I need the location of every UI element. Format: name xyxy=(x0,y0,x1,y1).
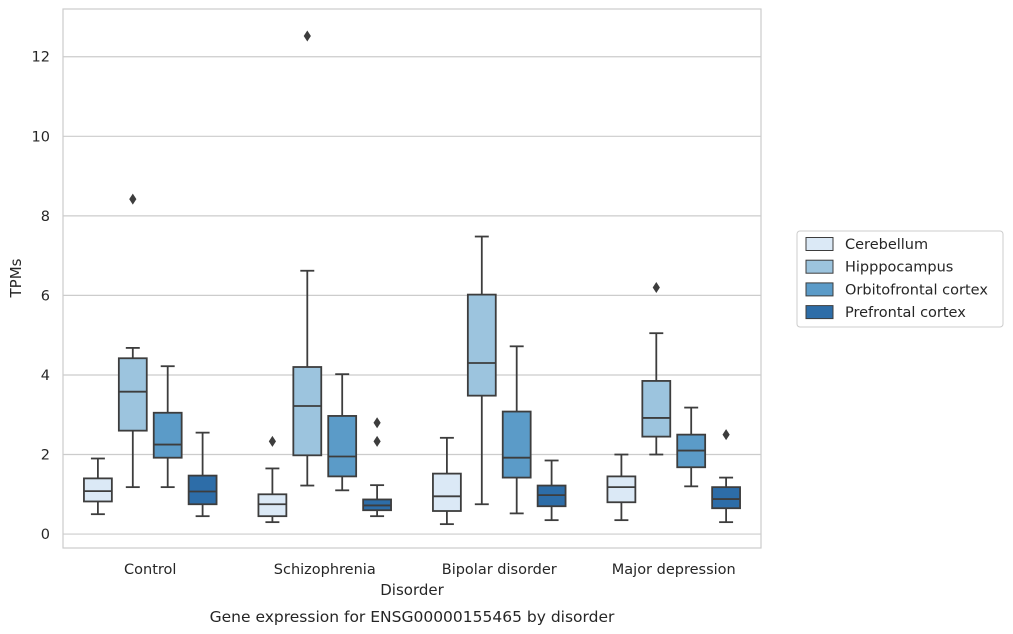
outlier-point xyxy=(373,435,381,447)
y-tick-label: 6 xyxy=(41,288,50,304)
x-axis-label: Disorder xyxy=(380,581,444,599)
legend-swatch xyxy=(805,259,834,274)
y-tick-label: 0 xyxy=(41,527,50,543)
outlier-point xyxy=(303,30,311,42)
outlier-point xyxy=(268,435,276,447)
legend-label: Hipppocampus xyxy=(845,260,953,276)
boxes xyxy=(83,30,741,526)
x-tick-label: Control xyxy=(124,562,176,578)
outlier-point xyxy=(722,429,730,441)
outlier-point xyxy=(652,281,660,293)
plot-frame xyxy=(62,8,762,549)
y-tick-label: 10 xyxy=(32,129,50,145)
box-body xyxy=(606,475,637,504)
box-plot xyxy=(83,457,113,516)
legend-frame xyxy=(796,230,1004,328)
box-plot xyxy=(606,453,637,522)
legend-label: Cerebellum xyxy=(845,237,928,253)
box-plot xyxy=(362,417,392,518)
box-body xyxy=(466,293,497,397)
box-body xyxy=(432,472,462,512)
box-plot xyxy=(152,365,183,489)
y-axis-label: TPMs xyxy=(7,258,25,298)
legend-label: Prefrontal cortex xyxy=(845,305,966,321)
y-tick-label: 4 xyxy=(41,368,50,384)
box-plot xyxy=(187,431,218,518)
box-plot xyxy=(676,406,707,488)
box-body xyxy=(83,477,113,503)
box-plot xyxy=(536,459,567,522)
outlier-point xyxy=(373,417,381,429)
x-tick-label: Major depression xyxy=(612,562,736,578)
box-body xyxy=(501,410,532,479)
box-body xyxy=(711,486,741,510)
x-tick-label: Schizophrenia xyxy=(274,562,376,578)
legend-swatch xyxy=(805,282,834,297)
box-plot xyxy=(327,373,358,492)
y-tick-label: 2 xyxy=(41,448,50,464)
legend-swatch xyxy=(805,237,834,251)
y-ticks: 0 2 4 6 8 10 12 xyxy=(32,50,50,543)
box-plot xyxy=(117,193,148,489)
box-plot xyxy=(292,30,323,487)
box-plot xyxy=(641,281,672,456)
outlier-point xyxy=(129,193,137,205)
box-plot xyxy=(257,435,288,524)
box-body xyxy=(117,357,148,432)
legend-label: Orbitofrontal cortex xyxy=(845,282,988,298)
box-body xyxy=(152,411,183,459)
y-tick-label: 12 xyxy=(32,50,50,66)
legend: Cerebellum Hipppocampus Orbitofrontal cort… xyxy=(796,230,1004,328)
legend-swatch xyxy=(805,305,834,320)
y-tick-label: 8 xyxy=(41,209,50,225)
box-plot xyxy=(711,429,741,524)
box-body xyxy=(257,493,288,518)
box-body xyxy=(641,380,672,438)
box-body xyxy=(292,366,323,457)
box-plot xyxy=(466,235,497,506)
x-tick-label: Bipolar disorder xyxy=(442,562,557,578)
chart-caption: Gene expression for ENSG00000155465 by d… xyxy=(210,608,615,626)
box-body xyxy=(327,415,358,478)
box-body xyxy=(187,474,218,506)
box-plot xyxy=(501,345,532,515)
x-ticks: Control Schizophrenia Bipolar disorder Majo… xyxy=(124,562,736,578)
box-plot xyxy=(432,436,462,526)
